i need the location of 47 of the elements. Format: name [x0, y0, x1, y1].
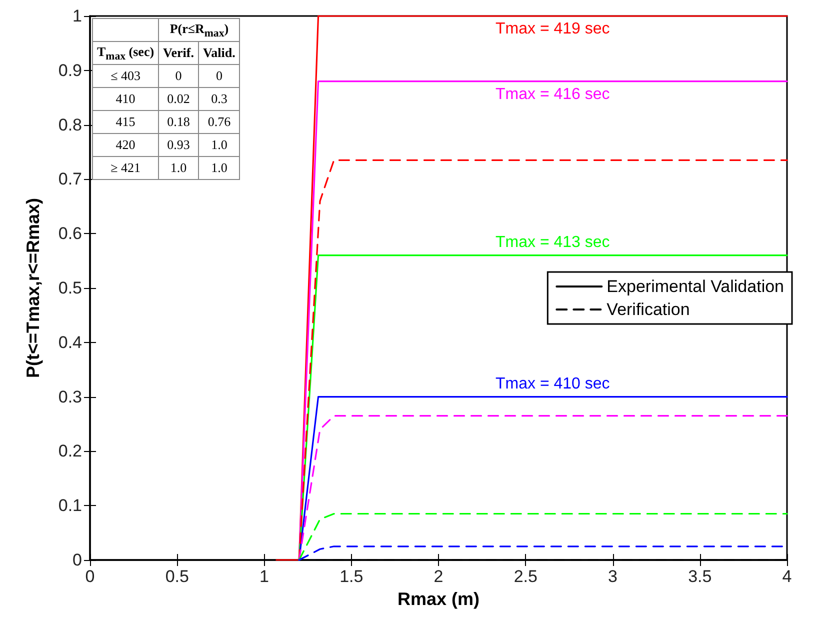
x-tick-label: 3.5	[688, 567, 712, 586]
annotation: 415	[92, 110, 159, 134]
annotation: 0.3	[198, 88, 240, 110]
x-tick-label: 2.5	[514, 567, 538, 586]
annotation: 0	[198, 64, 240, 88]
x-tick-label: 0.5	[165, 567, 189, 586]
x-tick-label: 1.5	[340, 567, 364, 586]
y-tick-label: 0.3	[58, 387, 82, 406]
annotation: 0.02	[158, 88, 198, 110]
series-label: Tmax = 416 sec	[495, 86, 610, 103]
annotation: P(r≤R$_{max}$)	[158, 18, 240, 42]
annotation: ≥ 421	[92, 156, 159, 180]
x-tick-label: 3	[608, 567, 618, 586]
annotation: T$_{max}$ (sec)	[92, 42, 159, 64]
annotation: ≤ 403	[92, 64, 159, 88]
annotation: 0.76	[198, 110, 240, 134]
annotation: 420	[92, 134, 159, 156]
annotation: Valid.	[198, 42, 240, 64]
annotation: 1.0	[198, 156, 240, 180]
y-tick-label: 0.1	[58, 496, 82, 516]
x-tick-label: 1	[260, 567, 269, 586]
series-label: Tmax = 413 sec	[495, 234, 610, 251]
annotation: 1.0	[158, 156, 198, 180]
annotation: 1.0	[198, 134, 240, 156]
y-tick-label: 0.2	[58, 442, 82, 461]
x-tick-label: 2	[434, 567, 444, 586]
legend-label: Verification	[606, 300, 690, 319]
x-tick-label: 4	[782, 567, 792, 586]
series-label: Tmax = 410 sec	[495, 375, 610, 392]
annotation: 0.18	[158, 110, 198, 134]
legend-label: Experimental Validation	[606, 277, 784, 296]
annotation: 410	[92, 88, 159, 110]
y-tick-label: 0.9	[58, 60, 82, 80]
y-tick-label: 0.7	[58, 170, 82, 189]
y-tick-label: 0.5	[58, 278, 82, 298]
y-tick-label: 0.8	[58, 115, 82, 134]
y-tick-label: 1	[72, 6, 82, 26]
x-axis-title: Rmax (m)	[397, 589, 480, 609]
annotation: Verif.	[158, 42, 198, 64]
y-axis-title: P(t<=Tmax,r<=Rmax)	[23, 198, 43, 378]
x-tick-label: 0	[85, 567, 95, 586]
annotation: 0.93	[158, 134, 198, 156]
series-label: Tmax = 419 sec	[495, 20, 610, 38]
y-tick-label: 0	[72, 550, 82, 570]
y-tick-label: 0.4	[58, 332, 82, 352]
y-tick-label: 0.6	[58, 224, 82, 244]
annotation: 0	[158, 64, 198, 88]
